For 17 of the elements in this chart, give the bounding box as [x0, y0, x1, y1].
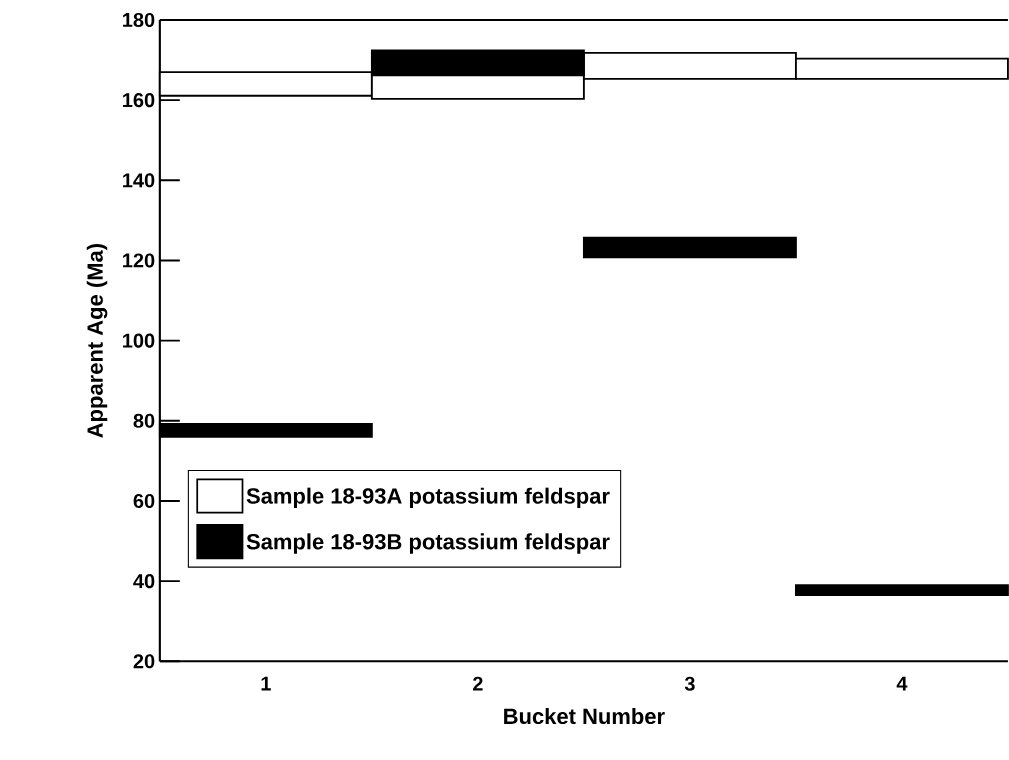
- y-axis-title: Apparent Age (Ma): [86, 243, 108, 438]
- x-tick-label: 1: [261, 676, 271, 691]
- y-tick-label: 120: [123, 253, 155, 268]
- y-tick-label: 20: [133, 654, 155, 669]
- y-tick-label: 60: [133, 493, 155, 508]
- y-tick-label: 80: [133, 413, 155, 428]
- x-tick-label: 3: [684, 676, 695, 691]
- y-tick-label: 40: [133, 573, 155, 589]
- y-tick-label: 100: [123, 333, 155, 348]
- x-axis-title: Bucket Number: [504, 707, 665, 724]
- x-tick-label: 4: [896, 676, 908, 691]
- legend-label: Sample 18-93A potassium feldspar: [246, 487, 610, 509]
- y-tick-label: 160: [123, 92, 155, 108]
- y-tick-label: 140: [123, 173, 155, 188]
- x-tick-label: 2: [473, 676, 483, 691]
- legend-label: Sample 18-93B potassium feldspar: [246, 533, 610, 554]
- y-tick-label: 180: [123, 12, 155, 27]
